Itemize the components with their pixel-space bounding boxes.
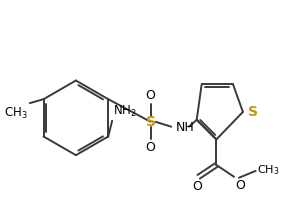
Text: O: O: [146, 141, 156, 154]
Text: CH$_3$: CH$_3$: [4, 106, 28, 121]
Text: S: S: [248, 105, 258, 119]
Text: NH$_2$: NH$_2$: [113, 104, 137, 119]
Text: O: O: [235, 179, 245, 192]
Text: CH$_3$: CH$_3$: [257, 163, 279, 177]
Text: O: O: [192, 180, 202, 193]
Text: NH: NH: [176, 121, 195, 134]
Text: S: S: [145, 115, 156, 129]
Text: O: O: [146, 89, 156, 102]
